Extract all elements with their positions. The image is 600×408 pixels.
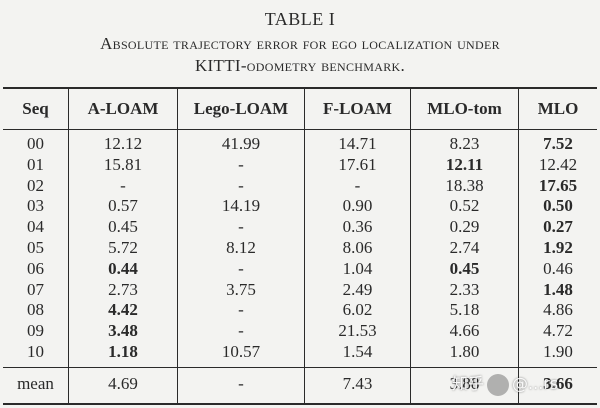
table-cell: 3.88 xyxy=(449,374,480,393)
table-cell: 5.18 xyxy=(449,300,480,320)
column-divider xyxy=(177,89,178,403)
column-divider xyxy=(518,89,519,403)
row-seq: 09 xyxy=(27,321,44,341)
table-cell: 0.45 xyxy=(108,217,138,237)
table-cell: 5.72 xyxy=(108,238,138,257)
table-cell: 1.92 xyxy=(543,238,573,257)
table-cell: 8.06 xyxy=(342,238,373,257)
table-cell: 4.69 xyxy=(108,374,138,393)
column-divider xyxy=(68,89,69,403)
table-cell: - xyxy=(238,300,244,320)
table-cell: 0.52 xyxy=(449,196,480,216)
table-cell: 4.42 xyxy=(108,300,138,320)
table-cell: 0.50 xyxy=(543,196,573,216)
row-seq: 10 xyxy=(27,342,44,361)
row-seq: 00 xyxy=(27,134,44,153)
table-cell: 2.74 xyxy=(449,238,480,257)
header-lego-loam: Lego-LOAM xyxy=(193,99,289,118)
table-cell: 1.90 xyxy=(543,342,573,361)
bottom-rule xyxy=(3,403,597,405)
watermark: 知乎 @...rs xyxy=(452,371,598,397)
caption-line-2: KITTI-odometry benchmark. xyxy=(194,56,406,75)
column-divider xyxy=(410,89,411,403)
table-cell: 41.99 xyxy=(221,134,261,153)
table-cell: 21.53 xyxy=(338,321,377,341)
table-cell: - xyxy=(238,321,244,341)
table-cell: 0.44 xyxy=(108,258,138,278)
row-seq: mean xyxy=(17,374,54,393)
table-cell: 12.12 xyxy=(103,134,143,153)
table-cell: 0.36 xyxy=(342,217,373,237)
row-seq: 08 xyxy=(27,300,44,320)
table-cell: 0.46 xyxy=(543,258,573,278)
row-seq: 02 xyxy=(27,175,44,195)
table-cell: 0.90 xyxy=(342,196,373,216)
table-cell: 14.71 xyxy=(338,134,377,153)
column-divider xyxy=(304,89,305,403)
caption-line-1: Absolute trajectory error for ego locali… xyxy=(100,34,500,53)
row-seq: 07 xyxy=(27,279,44,299)
table-cell: 7.43 xyxy=(342,374,373,393)
table-cell: 17.65 xyxy=(538,175,578,195)
table-cell: 2.73 xyxy=(108,279,138,299)
table-cell: 8.23 xyxy=(449,134,480,153)
table-cell: 1.48 xyxy=(543,279,573,299)
table-cell: 15.81 xyxy=(103,154,143,174)
header-mlo-tom: MLO-tom xyxy=(427,99,502,118)
table-cell: 4.66 xyxy=(449,321,480,341)
watermark-site: 知乎 xyxy=(452,374,485,393)
row-seq: 06 xyxy=(27,258,44,278)
header-mlo: MLO xyxy=(537,99,579,118)
table-cell: 0.57 xyxy=(108,196,138,216)
table-cell: 18.38 xyxy=(445,175,484,195)
table-label: TABLE I xyxy=(264,9,336,29)
table-cell: 4.72 xyxy=(543,321,573,341)
table-cell: 17.61 xyxy=(338,154,377,174)
watermark-user: @...rs xyxy=(512,374,559,393)
table-cell: 3.66 xyxy=(543,374,573,393)
table-cell: 1.18 xyxy=(108,342,138,361)
row-seq: 05 xyxy=(27,238,44,257)
table-cell: 10.57 xyxy=(221,342,261,361)
header-rule xyxy=(3,129,597,130)
row-seq: 01 xyxy=(27,154,44,174)
table-cell: 6.02 xyxy=(342,300,373,320)
table-cell: - xyxy=(238,175,244,195)
table-cell: - xyxy=(238,217,244,237)
table-cell: 12.11 xyxy=(445,154,484,174)
header-seq: Seq xyxy=(22,99,49,118)
table-cell: 0.27 xyxy=(543,217,573,237)
header-f-loam: F-LOAM xyxy=(323,99,392,118)
table-cell: 0.29 xyxy=(449,217,480,237)
header-a-loam: A-LOAM xyxy=(87,99,159,118)
table-cell: 12.42 xyxy=(538,154,578,174)
table-cell: 8.12 xyxy=(226,238,256,257)
table-cell: 1.54 xyxy=(342,342,373,361)
table-cell: 2.49 xyxy=(342,279,373,299)
top-rule xyxy=(3,87,597,89)
table-cell: 7.52 xyxy=(543,134,573,153)
row-seq: 04 xyxy=(27,217,44,237)
table-cell: 0.45 xyxy=(449,258,480,278)
table-cell: 3.48 xyxy=(108,321,138,341)
row-seq: 03 xyxy=(27,196,44,216)
table-cell: - xyxy=(238,374,244,393)
table-cell: - xyxy=(238,154,244,174)
table-cell: 1.04 xyxy=(342,258,373,278)
table-cell: 14.19 xyxy=(221,196,261,216)
table-cell: 4.86 xyxy=(543,300,573,320)
table-cell: - xyxy=(238,258,244,278)
avatar-icon xyxy=(487,373,510,396)
table-cell: - xyxy=(120,175,126,195)
mean-rule xyxy=(3,367,597,368)
table-cell: - xyxy=(354,175,361,195)
table-cell: 2.33 xyxy=(449,279,480,299)
table-cell: 3.75 xyxy=(226,279,256,299)
table-cell: 1.80 xyxy=(449,342,480,361)
